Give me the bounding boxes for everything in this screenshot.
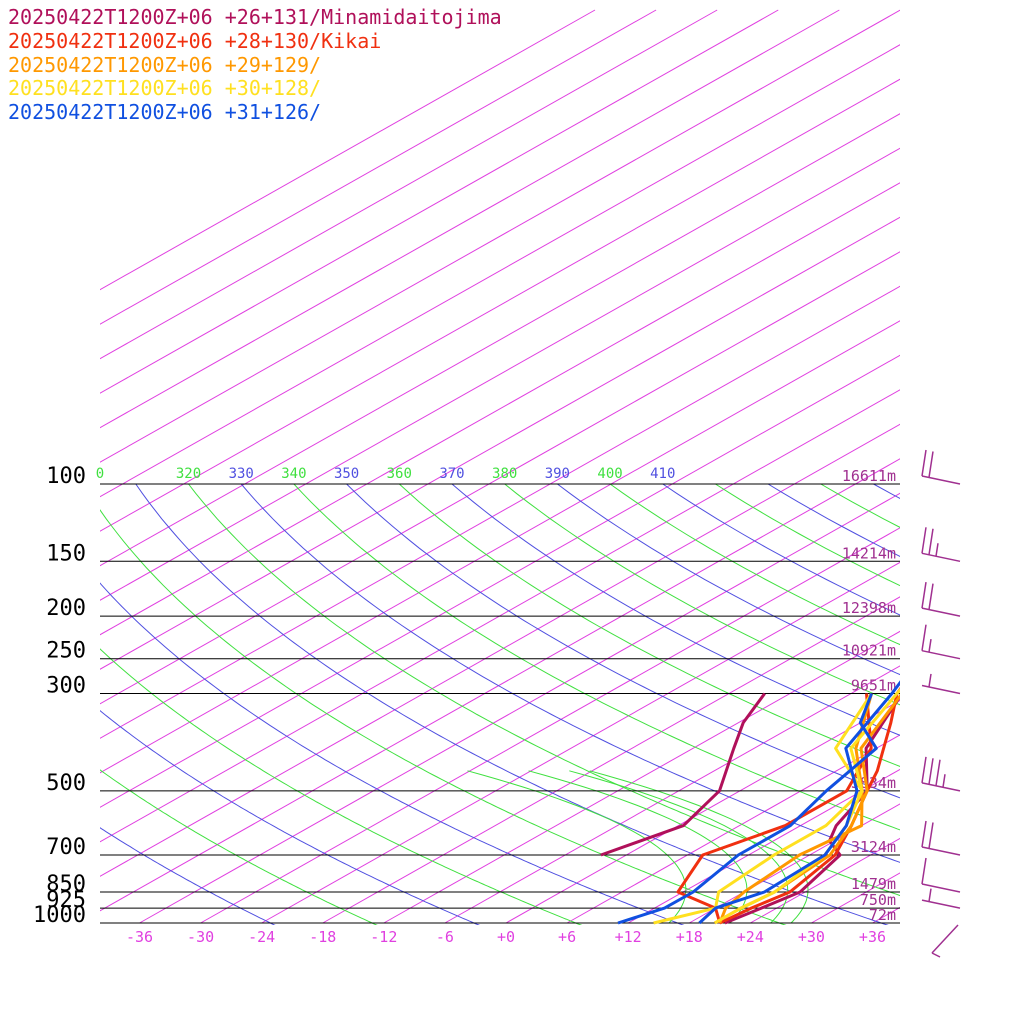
pressure-label: 850 xyxy=(46,872,86,897)
temperature-tick-label: -36 xyxy=(126,928,153,946)
wind-barb xyxy=(922,674,960,694)
height-label: 1479m xyxy=(851,875,896,893)
series-lines xyxy=(601,352,1024,923)
wind-barb xyxy=(922,527,960,561)
legend-entry: 20250422T1200Z+06 +28+130/Kikai xyxy=(8,30,502,54)
pressure-label: 100 xyxy=(46,464,86,489)
wind-barb xyxy=(922,858,960,892)
theta-label: 350 xyxy=(334,466,359,482)
pressure-label: 700 xyxy=(46,835,86,860)
temperature-tick-label: +24 xyxy=(737,928,764,946)
theta-label: 370 xyxy=(439,466,464,482)
pressure-label: 200 xyxy=(46,596,86,621)
temperature-tick-label: -24 xyxy=(248,928,275,946)
temperature-tick-label: +6 xyxy=(558,928,576,946)
theta-curve xyxy=(926,484,1024,932)
temperature-tick-label: +36 xyxy=(859,928,886,946)
temperature-tick-label: -30 xyxy=(187,928,214,946)
theta-curve xyxy=(30,484,702,932)
theta-label: 330 xyxy=(229,466,254,482)
pressure-label: 250 xyxy=(46,639,86,664)
temperature-tick-label: -6 xyxy=(436,928,454,946)
isotherm-line xyxy=(0,10,961,923)
temperature-tick-label: +30 xyxy=(798,928,825,946)
legend-entry: 20250422T1200Z+06 +29+129/ xyxy=(8,54,502,78)
wind-barb xyxy=(922,757,960,791)
legend-entry: 20250422T1200Z+06 +26+131/Minamidaitojim… xyxy=(8,6,502,30)
theta-curve xyxy=(294,484,1024,932)
height-label: 750m xyxy=(860,891,896,909)
height-label: 10921m xyxy=(842,642,896,660)
legend: 20250422T1200Z+06 +26+131/Minamidaitojim… xyxy=(8,6,502,125)
temperature-tick-label: +0 xyxy=(497,928,515,946)
isotherm-line xyxy=(934,10,1024,923)
wind-barbs xyxy=(922,450,960,957)
pressure-label: 500 xyxy=(46,771,86,796)
theta-label: 360 xyxy=(387,466,412,482)
theta-label: 0 xyxy=(96,466,104,482)
wind-barb xyxy=(922,450,960,484)
legend-entry: 20250422T1200Z+06 +30+128/ xyxy=(8,77,502,101)
height-label: 12398m xyxy=(842,599,896,617)
isotherm-line xyxy=(0,10,839,923)
isotherm-line xyxy=(567,10,1024,923)
wind-barb xyxy=(922,821,960,855)
height-label: 14214m xyxy=(842,544,896,562)
pressure-label: 150 xyxy=(46,541,86,566)
height-label: 3124m xyxy=(851,838,896,856)
theta-curve xyxy=(0,484,599,932)
theta-label: 320 xyxy=(176,466,201,482)
temperature-tick-label: +12 xyxy=(615,928,642,946)
moist-adiabat xyxy=(468,771,686,923)
theta-label: 410 xyxy=(650,466,675,482)
isotherm-line xyxy=(995,10,1024,923)
pressure-label: 300 xyxy=(46,673,86,698)
theta-curve xyxy=(136,484,909,932)
theta-label: 400 xyxy=(597,466,622,482)
theta-label: 390 xyxy=(545,466,570,482)
wind-barb xyxy=(922,625,960,659)
theta-curve xyxy=(241,484,1024,932)
temperature-tick-label: +18 xyxy=(676,928,703,946)
height-label: 16611m xyxy=(842,467,896,485)
legend-entry: 20250422T1200Z+06 +31+126/ xyxy=(8,101,502,125)
height-label: 9651m xyxy=(851,676,896,694)
temperature-tick-label: -12 xyxy=(370,928,397,946)
theta-label: 340 xyxy=(281,466,306,482)
wind-barb xyxy=(932,925,958,957)
wind-barb xyxy=(922,582,960,616)
temperature-tick-label: -18 xyxy=(309,928,336,946)
theta-curve xyxy=(0,484,290,932)
theta-label: 380 xyxy=(492,466,517,482)
theta-curve xyxy=(874,484,1024,932)
